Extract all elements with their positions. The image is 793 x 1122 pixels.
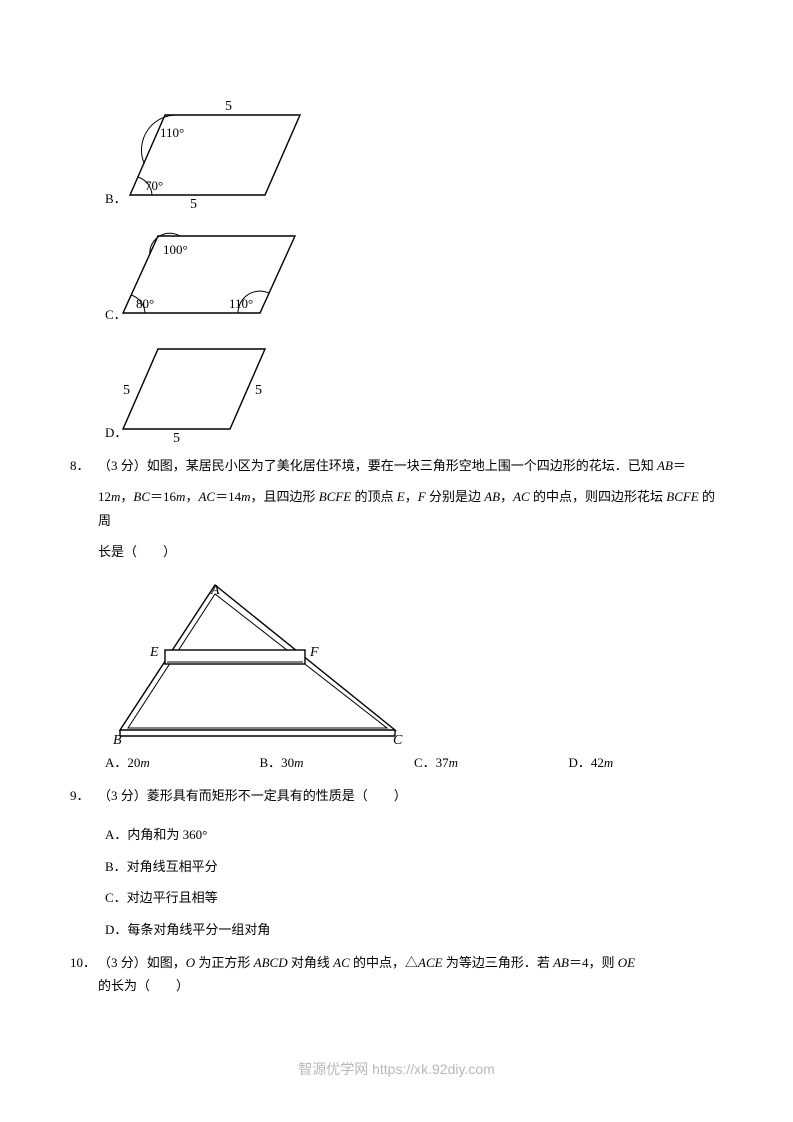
optb-angle2: 70° — [145, 178, 163, 193]
option-c-figure: 100° 80° 110° — [105, 218, 305, 326]
optb-angle1: 110° — [160, 125, 184, 140]
q8-line1: （3 分）如图，某居民小区为了美化居住环境，要在一块三角形空地上围一个四边形的花… — [98, 454, 723, 477]
q8-figure-container: A E F B C — [70, 580, 723, 745]
option-c-row: C． 100° 80° 110° — [70, 218, 723, 326]
q8-line2: 12m，BC＝16m，AC＝14m，且四边形 BCFE 的顶点 E，F 分别是边… — [98, 485, 723, 532]
option-c-label: C． — [70, 303, 105, 326]
optd-bot: 5 — [173, 431, 180, 444]
svg-text:B: B — [113, 733, 122, 745]
svg-text:F: F — [309, 645, 319, 660]
option-d-figure: 5 5 5 — [105, 334, 275, 444]
q8-choice-a: A．20m — [105, 751, 260, 774]
q8-body: （3 分）如图，某居民小区为了美化居住环境，要在一块三角形空地上围一个四边形的花… — [98, 454, 723, 572]
option-b-label: B． — [70, 187, 105, 210]
q8-choice-c: C．37m — [414, 751, 569, 774]
svg-text:A: A — [210, 583, 220, 598]
q8-num: 8． — [70, 454, 98, 572]
optc-angle2: 80° — [136, 296, 154, 311]
page-footer: 智源优学网 https://xk.92diy.com — [0, 1057, 793, 1082]
q8-choice-d: D．42m — [569, 751, 724, 774]
question-9: 9． （3 分）菱形具有而矩形不一定具有的性质是（ ） — [70, 784, 723, 815]
q10-num: 10． — [70, 951, 98, 1006]
q9-choice-c: C．对边平行且相等 — [105, 886, 723, 909]
q9-choice-d: D．每条对角线平分一组对角 — [105, 918, 723, 941]
q8-line3: 长是（ ） — [98, 540, 723, 563]
optc-angle3: 110° — [229, 296, 253, 311]
option-b-figure: 5 5 110° 70° — [105, 95, 310, 210]
question-8: 8． （3 分）如图，某居民小区为了美化居住环境，要在一块三角形空地上围一个四边… — [70, 454, 723, 572]
q10-text: （3 分）如图，O 为正方形 ABCD 对角线 AC 的中点，△ACE 为等边三… — [98, 951, 723, 998]
option-d-label: D． — [70, 421, 105, 444]
optb-toplen: 5 — [225, 99, 232, 114]
optc-angle1: 100° — [163, 242, 188, 257]
q9-choice-a: A．内角和为 360° — [105, 823, 723, 846]
q9-text: （3 分）菱形具有而矩形不一定具有的性质是（ ） — [98, 784, 723, 807]
svg-text:C: C — [393, 733, 403, 745]
q9-body: （3 分）菱形具有而矩形不一定具有的性质是（ ） — [98, 784, 723, 815]
optd-right: 5 — [255, 383, 262, 398]
option-b-row: B． 5 5 110° 70° — [70, 95, 723, 210]
q8-figure: A E F B C — [105, 580, 405, 745]
q9-choices: A．内角和为 360° B．对角线互相平分 C．对边平行且相等 D．每条对角线平… — [70, 823, 723, 941]
optb-botlen: 5 — [190, 197, 197, 210]
optd-left: 5 — [123, 383, 130, 398]
svg-text:E: E — [149, 645, 159, 660]
question-10: 10． （3 分）如图，O 为正方形 ABCD 对角线 AC 的中点，△ACE … — [70, 951, 723, 1006]
q9-choice-b: B．对角线互相平分 — [105, 855, 723, 878]
q8-choices: A．20m B．30m C．37m D．42m — [70, 751, 723, 774]
q8-choice-b: B．30m — [260, 751, 415, 774]
q10-body: （3 分）如图，O 为正方形 ABCD 对角线 AC 的中点，△ACE 为等边三… — [98, 951, 723, 1006]
q9-num: 9． — [70, 784, 98, 815]
option-d-row: D． 5 5 5 — [70, 334, 723, 444]
